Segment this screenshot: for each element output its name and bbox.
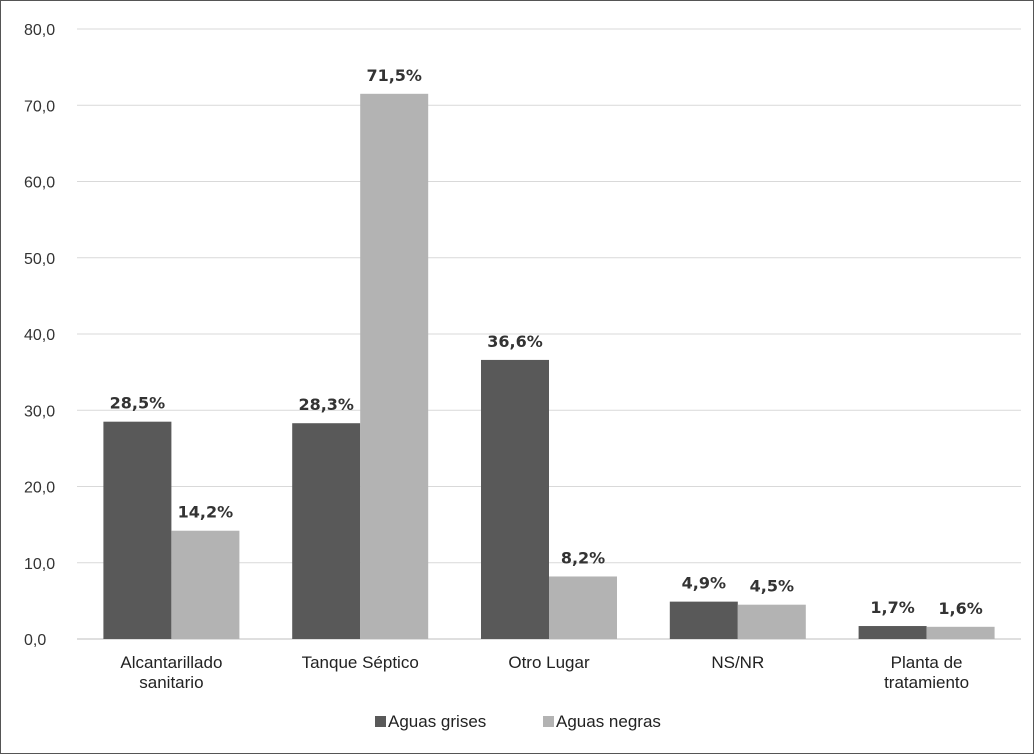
y-tick-label: 0,0 — [24, 632, 46, 649]
y-tick-label: 60,0 — [24, 175, 55, 192]
category-label: tratamiento — [884, 673, 969, 692]
bar — [858, 626, 927, 639]
bar — [926, 626, 995, 639]
category-label: Tanque Séptico — [302, 653, 419, 672]
y-tick-label: 80,0 — [24, 22, 55, 39]
data-label: 28,3% — [298, 395, 354, 414]
y-tick-label: 70,0 — [24, 98, 55, 115]
legend: Aguas grises Aguas negras — [375, 712, 661, 731]
bar — [549, 576, 617, 639]
data-labels: 28,5% 14,2% 28,3% 71,5% 36,6% 8,2% 4,9% 4,5% 1,7… — [110, 66, 983, 618]
legend-entry: Aguas grises — [388, 712, 486, 731]
category-label: Alcantarillado — [120, 653, 222, 672]
data-label: 1,6% — [938, 599, 982, 618]
y-tick-label: 10,0 — [24, 556, 55, 573]
bars — [103, 93, 995, 639]
bar — [669, 601, 738, 639]
data-label: 4,9% — [682, 574, 726, 593]
data-label: 1,7% — [870, 598, 914, 617]
y-tick-label: 30,0 — [24, 403, 55, 420]
bar — [292, 423, 361, 639]
data-label: 8,2% — [561, 548, 605, 567]
y-axis-ticks: 0,0 10,0 20,0 30,0 40,0 50,0 60,0 70,0 80,0 — [24, 22, 55, 649]
data-label: 36,6% — [487, 332, 543, 351]
data-label: 71,5% — [366, 66, 422, 85]
y-tick-label: 20,0 — [24, 480, 55, 497]
data-label: 4,5% — [750, 577, 794, 596]
bar — [171, 530, 240, 639]
y-tick-label: 40,0 — [24, 327, 55, 344]
bar — [737, 604, 806, 639]
bar — [360, 93, 429, 639]
legend-entry: Aguas negras — [556, 712, 661, 731]
category-label: Planta de — [891, 653, 963, 672]
data-label: 14,2% — [178, 503, 234, 522]
bar — [103, 421, 172, 639]
category-label: sanitario — [139, 673, 203, 692]
bar — [481, 359, 549, 639]
data-label: 28,5% — [110, 394, 166, 413]
legend-swatch — [543, 716, 554, 727]
category-label: Otro Lugar — [508, 653, 590, 672]
legend-swatch — [375, 716, 386, 727]
y-tick-label: 50,0 — [24, 251, 55, 268]
category-label: NS/NR — [711, 653, 764, 672]
